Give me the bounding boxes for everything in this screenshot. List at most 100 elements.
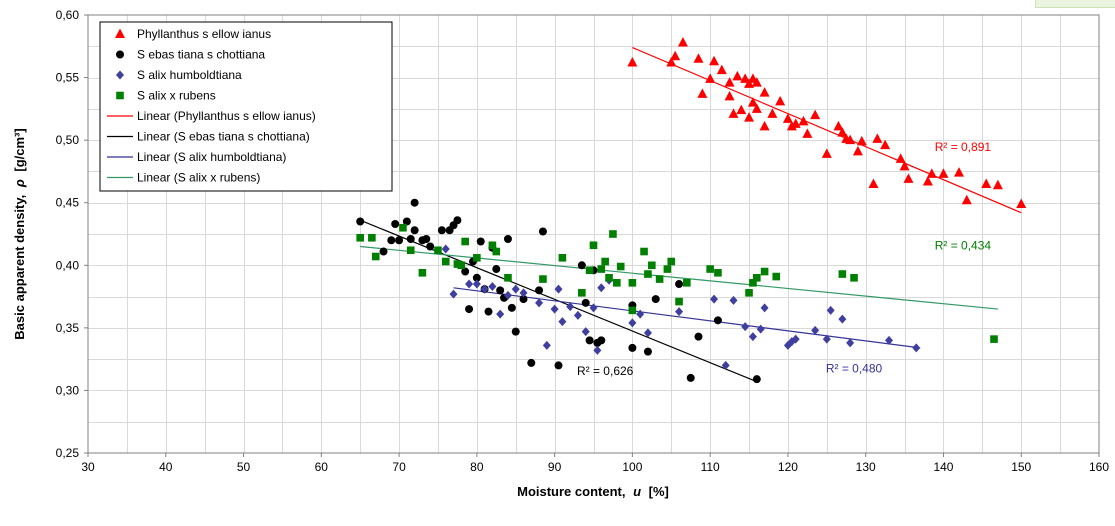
x-tick-label: 80 [470,460,484,474]
data-point [449,289,458,299]
data-point [744,112,755,122]
data-point [683,279,691,287]
data-point [406,246,415,255]
data-point [636,309,645,319]
data-point [504,274,512,282]
x-tick-label: 120 [778,460,798,474]
data-point [643,347,652,356]
data-point [926,168,937,178]
legend: Phyllanthus s ellow ianus S ebas tiana s … [99,21,393,192]
data-point [852,145,863,156]
trendlines [359,46,1022,383]
data-point [453,216,462,225]
data-point [745,289,753,297]
data-point [686,373,695,382]
data-point [379,247,388,256]
legend-label: S alix x rubens [137,89,216,103]
data-point [605,274,613,282]
data-point [810,109,821,120]
data-point [585,266,594,275]
data-point [872,133,883,143]
annotations: R² = 0,891 R² = 0,434 R² = 0,626 R² = 0,480 [577,140,991,378]
data-point [554,284,563,294]
data-point [759,87,770,97]
y-tick-label: 0,55 [56,71,80,85]
data-point [705,73,716,83]
data-point [752,375,761,384]
x-axis-label-text: Moisture content, [517,484,625,499]
data-point [558,317,567,327]
data-point [675,280,684,289]
data-point [751,103,762,113]
data-point [643,328,652,338]
data-point [760,303,769,313]
data-point [492,247,501,256]
data-point [751,77,762,87]
data-point [527,358,536,367]
data-point [395,236,404,245]
y-axis-label-symbol: ρ [12,179,27,188]
data-point [593,345,602,355]
data-point [511,327,520,336]
x-axis-label-symbol: u [633,484,641,499]
data-point [597,265,606,273]
data-markers [356,37,1027,384]
y-tick-label: 0,45 [56,196,80,210]
data-point [399,223,407,232]
data-point [609,230,617,238]
data-point [535,286,544,295]
data-point [356,217,365,226]
y-tick-label: 0,30 [56,383,80,397]
data-point [616,262,625,271]
data-point [791,334,800,344]
data-point [535,298,544,308]
data-point [597,283,606,293]
data-point [736,104,747,115]
data-point [802,128,813,138]
data-point [899,160,910,171]
data-point [775,95,786,106]
y-tick-label: 0,25 [56,446,80,460]
data-point [938,168,949,178]
legend-marker [116,70,124,80]
data-point [833,120,844,131]
data-point [503,235,512,244]
data-point [628,318,637,328]
data-point [655,275,664,283]
data-point [496,309,505,319]
x-tick-label: 60 [315,460,329,474]
data-point [550,304,559,314]
data-point [589,303,598,313]
data-point [480,284,489,294]
data-point [472,273,481,282]
data-point [585,336,594,345]
data-point [410,198,419,207]
data-point [484,307,493,316]
axis-ticks: 30 40 50 60 70 80 90 100 110 120 130 140 150 160 0,25 0… [56,8,1110,474]
data-point [721,360,730,370]
data-point [387,236,396,245]
data-point [597,336,606,345]
legend-label: Linear (Phyllanthus s ellow ianus) [137,109,316,123]
data-point [667,257,676,266]
trendline [632,46,1022,214]
data-point [837,127,848,137]
data-point [640,247,648,256]
data-point [990,335,998,343]
data-point [391,219,400,228]
x-tick-label: 150 [1011,460,1031,474]
data-point [880,139,891,150]
data-point [954,167,965,177]
data-point [511,284,520,294]
data-point [519,295,528,304]
data-point [488,241,497,250]
data-point [476,237,485,246]
data-point [846,338,855,348]
data-point [461,237,469,246]
data-point [492,265,501,274]
data-point [782,113,793,123]
x-tick-label: 130 [856,460,876,474]
x-axis-label: Moisture content, u [%] [517,484,669,499]
data-point [1016,198,1027,208]
data-point [441,257,450,266]
